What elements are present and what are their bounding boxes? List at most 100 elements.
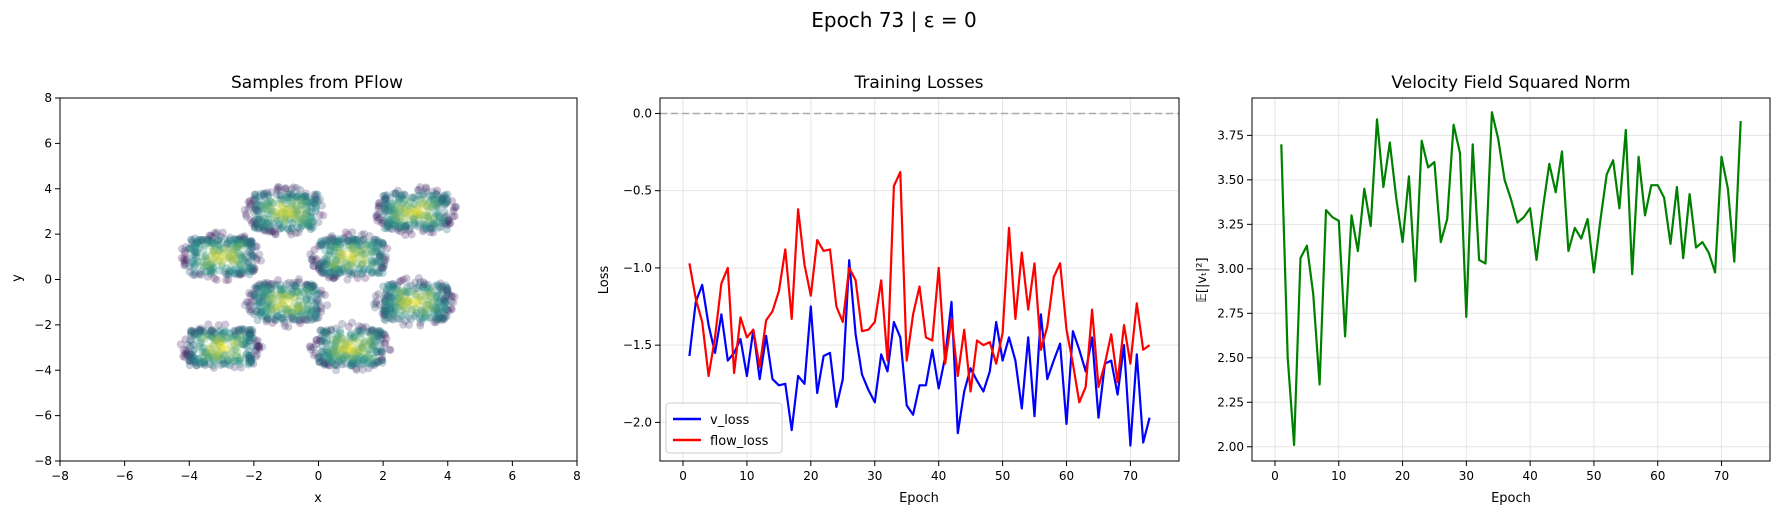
scatter-point (292, 305, 301, 314)
scatter-point (221, 351, 230, 360)
scatter-point (293, 288, 302, 297)
scatter-point (426, 287, 435, 296)
scatter-point (220, 252, 229, 261)
scatter-point (312, 196, 321, 205)
scatter-point (341, 351, 350, 360)
scatter-point (180, 258, 189, 267)
scatter-point (207, 349, 216, 358)
scatter-point (205, 231, 214, 240)
scatter-point (385, 202, 394, 211)
scatter-point (430, 282, 439, 291)
scatter-point (317, 307, 326, 316)
scatter-point (245, 305, 254, 314)
scatter-point (375, 251, 384, 260)
scatter-point (259, 222, 268, 231)
scatter-point (233, 248, 242, 257)
scatter-point (348, 361, 357, 370)
scatter-point (424, 287, 433, 296)
scatter-point (380, 201, 389, 210)
scatter-point (294, 228, 303, 237)
scatter-point (269, 219, 278, 228)
scatter-point (370, 340, 379, 349)
scatter-point (375, 238, 384, 247)
scatter-point (426, 312, 435, 321)
scatter-point (244, 204, 253, 213)
scatter-point (406, 197, 415, 206)
scatter-point (358, 341, 367, 350)
scatter-point (281, 292, 290, 301)
scatter-point (381, 195, 390, 204)
scatter-point (433, 186, 442, 195)
scatter-point (250, 310, 259, 319)
scatter-point (232, 336, 241, 345)
scatter-point (370, 337, 379, 346)
scatter-point (188, 238, 197, 247)
scatter-point (199, 351, 208, 360)
scatter-point (367, 325, 376, 334)
scatter-point (330, 246, 339, 255)
scatter-point (223, 238, 232, 247)
scatter-point (280, 284, 289, 293)
scatter-point (291, 204, 300, 213)
scatter-point (341, 340, 350, 349)
scatter-point (257, 217, 266, 226)
x-tick-label: −2 (245, 469, 263, 483)
scatter-point (423, 280, 432, 289)
scatter-point (350, 346, 359, 355)
scatter-point (286, 201, 295, 210)
scatter-point (246, 333, 255, 342)
scatter-point (299, 193, 308, 202)
scatter-point (250, 292, 259, 301)
scatter-point (256, 310, 265, 319)
x-tick-label: 6 (509, 469, 517, 483)
scatter-point (300, 208, 309, 217)
scatter-point (207, 326, 216, 335)
scatter-point (433, 306, 442, 315)
scatter-point (329, 273, 338, 282)
scatter-point (280, 204, 289, 213)
x-tick-label: 30 (867, 469, 882, 483)
scatter-point (410, 218, 419, 227)
scatter-point (381, 331, 390, 340)
scatter-point (190, 263, 199, 272)
scatter-point (288, 191, 297, 200)
scatter-point (371, 303, 380, 312)
scatter-point (261, 219, 270, 228)
scatter-point (375, 328, 384, 337)
scatter-point (254, 282, 263, 291)
legend-label-flow-loss: flow_loss (710, 434, 769, 449)
scatter-point (251, 201, 260, 210)
scatter-point (242, 257, 251, 266)
scatter-point (329, 242, 338, 251)
scatter-point (336, 326, 345, 335)
scatter-point (306, 293, 315, 302)
scatter-point (416, 292, 425, 301)
scatter-point (284, 225, 293, 234)
scatter-point (187, 327, 196, 336)
scatter-point (184, 244, 193, 253)
scatter-point (210, 352, 219, 361)
scatter-point (347, 270, 356, 279)
scatter-point (383, 313, 392, 322)
scatter-point (312, 336, 321, 345)
x-tick-label: 20 (1395, 469, 1410, 483)
scatter-point (307, 214, 316, 223)
scatter-point (190, 247, 199, 256)
scatter-point (209, 246, 218, 255)
scatter-title: Samples from PFlow (231, 73, 403, 93)
scatter-point (262, 302, 271, 311)
scatter-point (376, 328, 385, 337)
scatter-point (401, 231, 410, 240)
scatter-point (403, 282, 412, 291)
scatter-point (318, 239, 327, 248)
scatter-point (205, 330, 214, 339)
scatter-point (393, 186, 402, 195)
scatter-point (314, 263, 323, 272)
scatter-point (259, 290, 268, 299)
scatter-point (311, 312, 320, 321)
scatter-point (272, 211, 281, 220)
scatter-point (426, 292, 435, 301)
scatter-point (388, 224, 397, 233)
scatter-point (390, 208, 399, 217)
scatter-point (419, 198, 428, 207)
